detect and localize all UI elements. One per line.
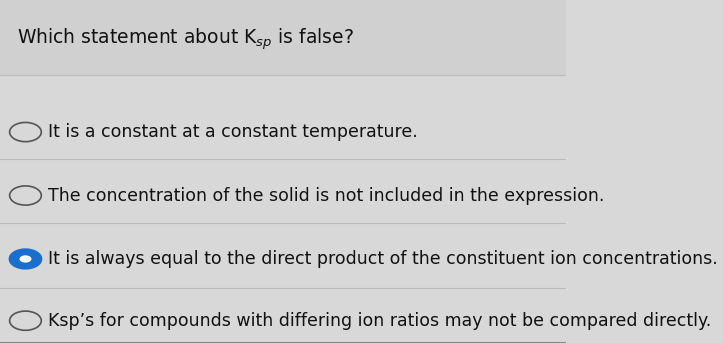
Circle shape xyxy=(9,249,41,269)
Text: It is always equal to the direct product of the constituent ion concentrations.: It is always equal to the direct product… xyxy=(48,250,718,268)
Circle shape xyxy=(20,255,32,263)
Text: Ksp’s for compounds with differing ion ratios may not be compared directly.: Ksp’s for compounds with differing ion r… xyxy=(48,312,711,330)
Text: The concentration of the solid is not included in the expression.: The concentration of the solid is not in… xyxy=(48,187,604,204)
Text: Which statement about K$_{sp}$ is false?: Which statement about K$_{sp}$ is false? xyxy=(17,27,354,52)
Text: It is a constant at a constant temperature.: It is a constant at a constant temperatu… xyxy=(48,123,418,141)
FancyBboxPatch shape xyxy=(0,0,566,75)
